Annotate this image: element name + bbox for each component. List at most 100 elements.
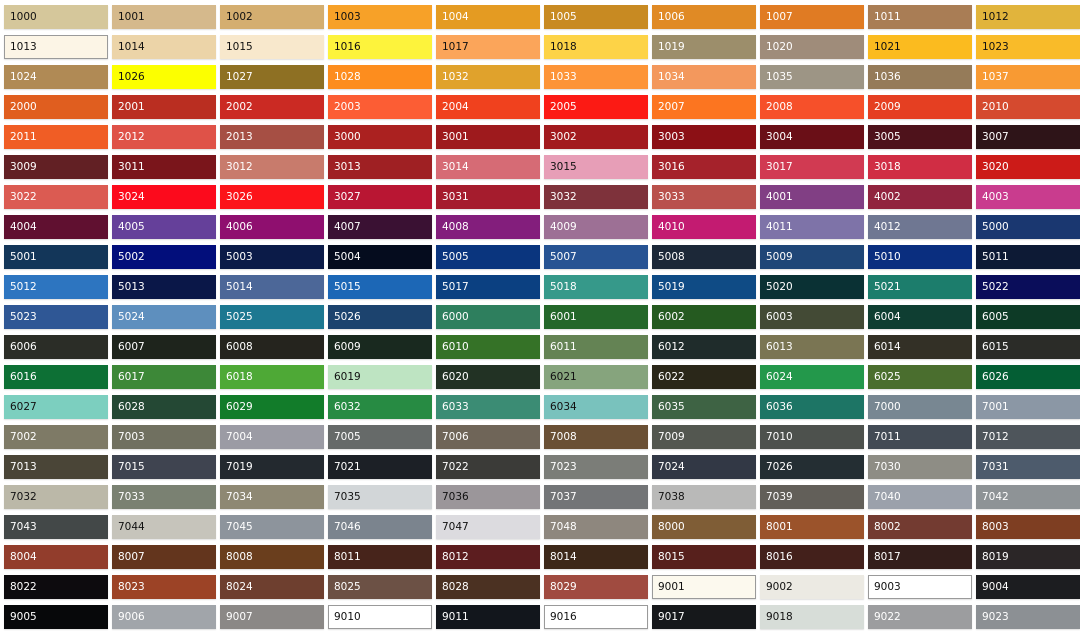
color-swatch-5001[interactable]: 5001 xyxy=(4,245,108,269)
color-swatch-8028[interactable]: 8028 xyxy=(436,575,540,599)
color-swatch-1004[interactable]: 1004 xyxy=(436,5,540,29)
color-swatch-8008[interactable]: 8008 xyxy=(220,545,324,569)
color-swatch-3013[interactable]: 3013 xyxy=(328,155,432,179)
color-swatch-1000[interactable]: 1000 xyxy=(4,5,108,29)
color-swatch-8002[interactable]: 8002 xyxy=(868,515,972,539)
color-swatch-5013[interactable]: 5013 xyxy=(112,275,216,299)
color-swatch-1036[interactable]: 1036 xyxy=(868,65,972,89)
color-swatch-2010[interactable]: 2010 xyxy=(976,95,1080,119)
color-swatch-6010[interactable]: 6010 xyxy=(436,335,540,359)
color-swatch-7001[interactable]: 7001 xyxy=(976,395,1080,419)
color-swatch-5014[interactable]: 5014 xyxy=(220,275,324,299)
color-swatch-6016[interactable]: 6016 xyxy=(4,365,108,389)
color-swatch-8011[interactable]: 8011 xyxy=(328,545,432,569)
color-swatch-1002[interactable]: 1002 xyxy=(220,5,324,29)
color-swatch-1035[interactable]: 1035 xyxy=(760,65,864,89)
color-swatch-4002[interactable]: 4002 xyxy=(868,185,972,209)
color-swatch-3032[interactable]: 3032 xyxy=(544,185,648,209)
color-swatch-6029[interactable]: 6029 xyxy=(220,395,324,419)
color-swatch-6006[interactable]: 6006 xyxy=(4,335,108,359)
color-swatch-3000[interactable]: 3000 xyxy=(328,125,432,149)
color-swatch-8019[interactable]: 8019 xyxy=(976,545,1080,569)
color-swatch-8014[interactable]: 8014 xyxy=(544,545,648,569)
color-swatch-2008[interactable]: 2008 xyxy=(760,95,864,119)
color-swatch-5008[interactable]: 5008 xyxy=(652,245,756,269)
color-swatch-9002[interactable]: 9002 xyxy=(760,575,864,599)
color-swatch-4007[interactable]: 4007 xyxy=(328,215,432,239)
color-swatch-7023[interactable]: 7023 xyxy=(544,455,648,479)
color-swatch-9005[interactable]: 9005 xyxy=(4,605,108,629)
color-swatch-1015[interactable]: 1015 xyxy=(220,35,324,59)
color-swatch-5007[interactable]: 5007 xyxy=(544,245,648,269)
color-swatch-6002[interactable]: 6002 xyxy=(652,305,756,329)
color-swatch-8016[interactable]: 8016 xyxy=(760,545,864,569)
color-swatch-7045[interactable]: 7045 xyxy=(220,515,324,539)
color-swatch-5004[interactable]: 5004 xyxy=(328,245,432,269)
color-swatch-6013[interactable]: 6013 xyxy=(760,335,864,359)
color-swatch-1033[interactable]: 1033 xyxy=(544,65,648,89)
color-swatch-7022[interactable]: 7022 xyxy=(436,455,540,479)
color-swatch-3016[interactable]: 3016 xyxy=(652,155,756,179)
color-swatch-7033[interactable]: 7033 xyxy=(112,485,216,509)
color-swatch-1013[interactable]: 1013 xyxy=(4,35,108,59)
color-swatch-5003[interactable]: 5003 xyxy=(220,245,324,269)
color-swatch-9023[interactable]: 9023 xyxy=(976,605,1080,629)
color-swatch-3014[interactable]: 3014 xyxy=(436,155,540,179)
color-swatch-6036[interactable]: 6036 xyxy=(760,395,864,419)
color-swatch-7038[interactable]: 7038 xyxy=(652,485,756,509)
color-swatch-2012[interactable]: 2012 xyxy=(112,125,216,149)
color-swatch-2011[interactable]: 2011 xyxy=(4,125,108,149)
color-swatch-1034[interactable]: 1034 xyxy=(652,65,756,89)
color-swatch-6022[interactable]: 6022 xyxy=(652,365,756,389)
color-swatch-2002[interactable]: 2002 xyxy=(220,95,324,119)
color-swatch-4003[interactable]: 4003 xyxy=(976,185,1080,209)
color-swatch-6028[interactable]: 6028 xyxy=(112,395,216,419)
color-swatch-7013[interactable]: 7013 xyxy=(4,455,108,479)
color-swatch-5009[interactable]: 5009 xyxy=(760,245,864,269)
color-swatch-1021[interactable]: 1021 xyxy=(868,35,972,59)
color-swatch-3001[interactable]: 3001 xyxy=(436,125,540,149)
color-swatch-8015[interactable]: 8015 xyxy=(652,545,756,569)
color-swatch-6021[interactable]: 6021 xyxy=(544,365,648,389)
color-swatch-5024[interactable]: 5024 xyxy=(112,305,216,329)
color-swatch-1024[interactable]: 1024 xyxy=(4,65,108,89)
color-swatch-4008[interactable]: 4008 xyxy=(436,215,540,239)
color-swatch-6001[interactable]: 6001 xyxy=(544,305,648,329)
color-swatch-1001[interactable]: 1001 xyxy=(112,5,216,29)
color-swatch-7006[interactable]: 7006 xyxy=(436,425,540,449)
color-swatch-7015[interactable]: 7015 xyxy=(112,455,216,479)
color-swatch-7009[interactable]: 7009 xyxy=(652,425,756,449)
color-swatch-6019[interactable]: 6019 xyxy=(328,365,432,389)
color-swatch-6034[interactable]: 6034 xyxy=(544,395,648,419)
color-swatch-2005[interactable]: 2005 xyxy=(544,95,648,119)
color-swatch-3017[interactable]: 3017 xyxy=(760,155,864,179)
color-swatch-5022[interactable]: 5022 xyxy=(976,275,1080,299)
color-swatch-3012[interactable]: 3012 xyxy=(220,155,324,179)
color-swatch-7019[interactable]: 7019 xyxy=(220,455,324,479)
color-swatch-1011[interactable]: 1011 xyxy=(868,5,972,29)
color-swatch-8007[interactable]: 8007 xyxy=(112,545,216,569)
color-swatch-7026[interactable]: 7026 xyxy=(760,455,864,479)
color-swatch-3007[interactable]: 3007 xyxy=(976,125,1080,149)
color-swatch-6018[interactable]: 6018 xyxy=(220,365,324,389)
color-swatch-1012[interactable]: 1012 xyxy=(976,5,1080,29)
color-swatch-2009[interactable]: 2009 xyxy=(868,95,972,119)
color-swatch-8012[interactable]: 8012 xyxy=(436,545,540,569)
color-swatch-3027[interactable]: 3027 xyxy=(328,185,432,209)
color-swatch-7021[interactable]: 7021 xyxy=(328,455,432,479)
color-swatch-7004[interactable]: 7004 xyxy=(220,425,324,449)
color-swatch-5012[interactable]: 5012 xyxy=(4,275,108,299)
color-swatch-7024[interactable]: 7024 xyxy=(652,455,756,479)
color-swatch-3020[interactable]: 3020 xyxy=(976,155,1080,179)
color-swatch-5018[interactable]: 5018 xyxy=(544,275,648,299)
color-swatch-2001[interactable]: 2001 xyxy=(112,95,216,119)
color-swatch-6011[interactable]: 6011 xyxy=(544,335,648,359)
color-swatch-6032[interactable]: 6032 xyxy=(328,395,432,419)
color-swatch-5020[interactable]: 5020 xyxy=(760,275,864,299)
color-swatch-7000[interactable]: 7000 xyxy=(868,395,972,419)
color-swatch-9022[interactable]: 9022 xyxy=(868,605,972,629)
color-swatch-7036[interactable]: 7036 xyxy=(436,485,540,509)
color-swatch-3018[interactable]: 3018 xyxy=(868,155,972,179)
color-swatch-6024[interactable]: 6024 xyxy=(760,365,864,389)
color-swatch-5023[interactable]: 5023 xyxy=(4,305,108,329)
